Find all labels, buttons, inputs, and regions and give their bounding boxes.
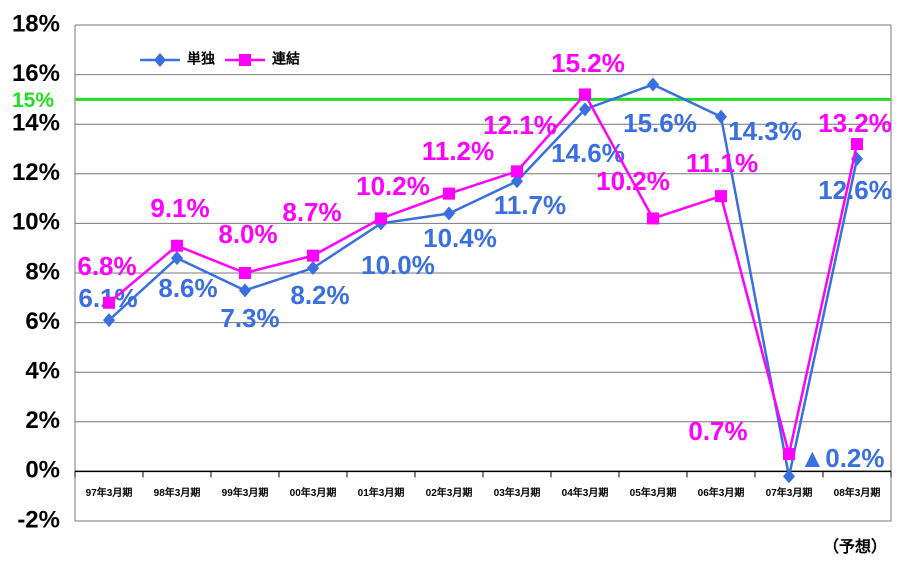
data-point [443, 206, 455, 221]
data-point [647, 77, 659, 92]
data-label: 10.0% [361, 250, 435, 280]
y-tick-label: 0% [25, 457, 60, 484]
data-label: 15.6% [623, 108, 697, 138]
x-tick-label: 97年3月期 [86, 486, 133, 499]
data-label: 10.4% [423, 223, 497, 253]
x-tick-label: 00年3月期 [290, 486, 337, 499]
data-label: 0.7% [688, 416, 747, 446]
data-point [579, 88, 591, 101]
data-label: ▲0.2% [800, 443, 885, 473]
data-point [579, 102, 591, 117]
data-label: 8.2% [290, 280, 349, 310]
data-point [239, 267, 251, 279]
data-label: 11.1% [686, 148, 758, 178]
data-label: 12.6% [818, 175, 892, 205]
x-tick-label: 04年3月期 [562, 486, 609, 499]
data-point [511, 174, 523, 189]
data-label: 10.2% [596, 166, 670, 196]
y-tick-label: 4% [25, 358, 60, 385]
x-tick-label: 02年3月期 [426, 486, 473, 499]
y-tick-label: 16% [12, 60, 60, 87]
data-label: 11.2% [422, 136, 494, 166]
data-point [239, 283, 251, 298]
data-label: 6.8% [77, 251, 136, 281]
y-tick-label: 18% [12, 10, 60, 37]
data-label: 13.2% [818, 108, 892, 138]
data-point [375, 212, 387, 225]
legend-label: 単独 [187, 51, 215, 67]
data-label: 8.6% [158, 273, 217, 303]
data-label: 8.0% [218, 219, 277, 249]
y-tick-label: -2% [17, 506, 60, 533]
legend-marker [154, 53, 166, 67]
data-point [783, 469, 795, 484]
data-point [443, 187, 455, 200]
x-tick-label: 08年3月期 [834, 486, 881, 499]
x-tick-label: 05年3月期 [630, 486, 677, 499]
x-tick-label: 06年3月期 [698, 486, 745, 499]
legend-marker [239, 54, 251, 66]
data-label: 8.7% [282, 197, 341, 227]
data-point [511, 165, 523, 178]
legend-label: 連結 [272, 51, 300, 67]
data-point [307, 249, 319, 262]
data-point [171, 251, 183, 266]
y-tick-label: 12% [12, 159, 60, 186]
y-tick-label: 6% [25, 308, 60, 335]
data-point [647, 212, 659, 225]
data-point [103, 313, 115, 328]
y-tick-label: 2% [25, 407, 60, 434]
y-tick-label: 14% [12, 110, 60, 137]
x-tick-label: 99年3月期 [222, 486, 269, 499]
data-label: 11.7% [494, 190, 566, 220]
data-point [715, 109, 727, 124]
reference-label: 15% [12, 89, 54, 112]
series-line [108, 92, 859, 455]
data-point [783, 448, 795, 461]
data-label: 14.3% [728, 116, 802, 146]
x-tick-label: 07年3月期 [766, 486, 813, 499]
annotation: （予想） [823, 537, 887, 556]
data-label: 10.2% [356, 171, 430, 201]
data-label: 14.6% [551, 138, 625, 168]
data-point [715, 190, 727, 203]
y-tick-label: 10% [12, 209, 60, 236]
data-label: 9.1% [150, 193, 209, 223]
data-label: 15.2% [551, 48, 625, 78]
data-point [851, 138, 863, 151]
data-label: 12.1% [483, 110, 557, 140]
data-label: 7.3% [220, 303, 279, 333]
data-point [171, 239, 183, 252]
y-tick-label: 8% [25, 258, 60, 285]
data-point [307, 261, 319, 276]
x-tick-label: 03年3月期 [494, 486, 541, 499]
x-tick-label: 01年3月期 [358, 486, 405, 499]
series-line [108, 83, 859, 477]
data-point [103, 296, 115, 309]
x-tick-label: 98年3月期 [154, 486, 201, 499]
